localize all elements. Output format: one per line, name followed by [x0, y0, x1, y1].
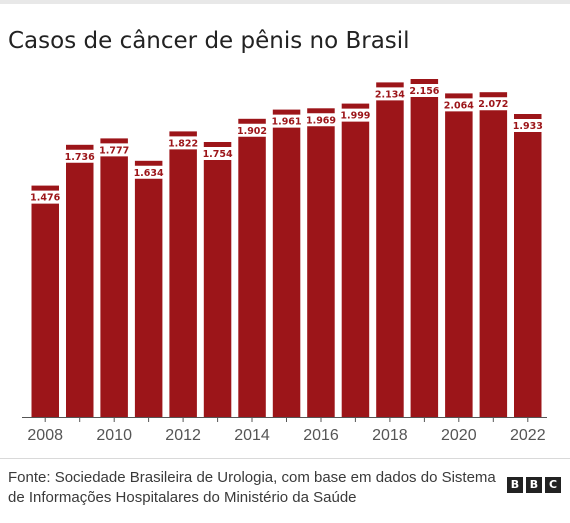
- data-label-bg: [477, 97, 509, 111]
- data-label-bg: [202, 147, 234, 160]
- data-label: 1.777: [99, 145, 129, 156]
- bar-2013: [203, 142, 232, 417]
- logo-letter: B: [526, 477, 542, 493]
- data-label: 2.134: [375, 89, 405, 100]
- bar-2009: [66, 144, 94, 418]
- data-label: 2.072: [478, 99, 508, 110]
- bar-chart: 2008 2010 2012 2014 2016 2018 2020 2022 1.476 1.…: [22, 79, 547, 444]
- x-tick-label: 2014: [234, 427, 270, 444]
- data-label: 1.902: [237, 126, 267, 137]
- data-label: 1.476: [30, 193, 60, 204]
- data-label-bg: [133, 165, 165, 179]
- bar-2019: [410, 79, 439, 417]
- data-label-bg: [443, 98, 475, 112]
- data-label: 2.064: [444, 100, 474, 111]
- source-note: Fonte: Sociedade Brasileira de Urologia,…: [8, 469, 496, 506]
- data-label: 1.969: [306, 115, 336, 126]
- x-tick-label: 2008: [27, 427, 63, 444]
- chart-title: Casos de câncer de pênis no Brasil: [8, 28, 410, 54]
- bar-2022: [514, 114, 542, 417]
- bar-2016: [307, 108, 335, 418]
- data-label: 1.754: [203, 149, 233, 160]
- data-label-bg: [305, 113, 337, 127]
- data-label-bg: [339, 108, 371, 122]
- bar-2014: [238, 118, 266, 418]
- footer-divider: [0, 458, 570, 459]
- data-label-bg: [98, 143, 130, 157]
- bbc-logo: B B C: [507, 477, 561, 493]
- x-tick-label: 2020: [441, 427, 477, 444]
- x-tick-label: 2018: [372, 427, 408, 444]
- data-label: 1.933: [513, 121, 543, 132]
- bar-2015: [272, 109, 301, 417]
- bar-2012: [169, 131, 197, 417]
- x-tick-label: 2012: [165, 427, 201, 444]
- bar-2008: [31, 185, 59, 417]
- data-label-bg: [374, 87, 406, 101]
- data-label-bg: [167, 136, 199, 150]
- data-label-bg: [64, 149, 96, 163]
- data-label-bg: [512, 119, 544, 132]
- data-label: 1.822: [168, 138, 198, 149]
- bar-2017: [341, 103, 370, 417]
- logo-letter: B: [507, 477, 523, 493]
- data-label-bg: [29, 190, 61, 204]
- bar-2018: [376, 82, 404, 418]
- bar-2020: [445, 93, 473, 418]
- data-label: 1.961: [271, 117, 301, 128]
- data-label-bg: [236, 123, 268, 137]
- data-label-bg: [408, 84, 440, 97]
- bar-2011: [134, 160, 163, 418]
- data-label: 1.999: [340, 111, 370, 122]
- bar-2021: [479, 92, 508, 417]
- data-label: 2.156: [409, 86, 439, 97]
- x-tick-label: 2016: [303, 427, 339, 444]
- logo-letter: C: [545, 477, 561, 493]
- x-tick-label: 2022: [510, 427, 546, 444]
- data-label: 1.736: [65, 152, 95, 163]
- data-label-bg: [271, 114, 302, 128]
- x-tick-label: 2010: [96, 427, 132, 444]
- top-rule: [0, 0, 570, 4]
- data-label: 1.634: [134, 168, 164, 179]
- bar-2010: [100, 138, 128, 417]
